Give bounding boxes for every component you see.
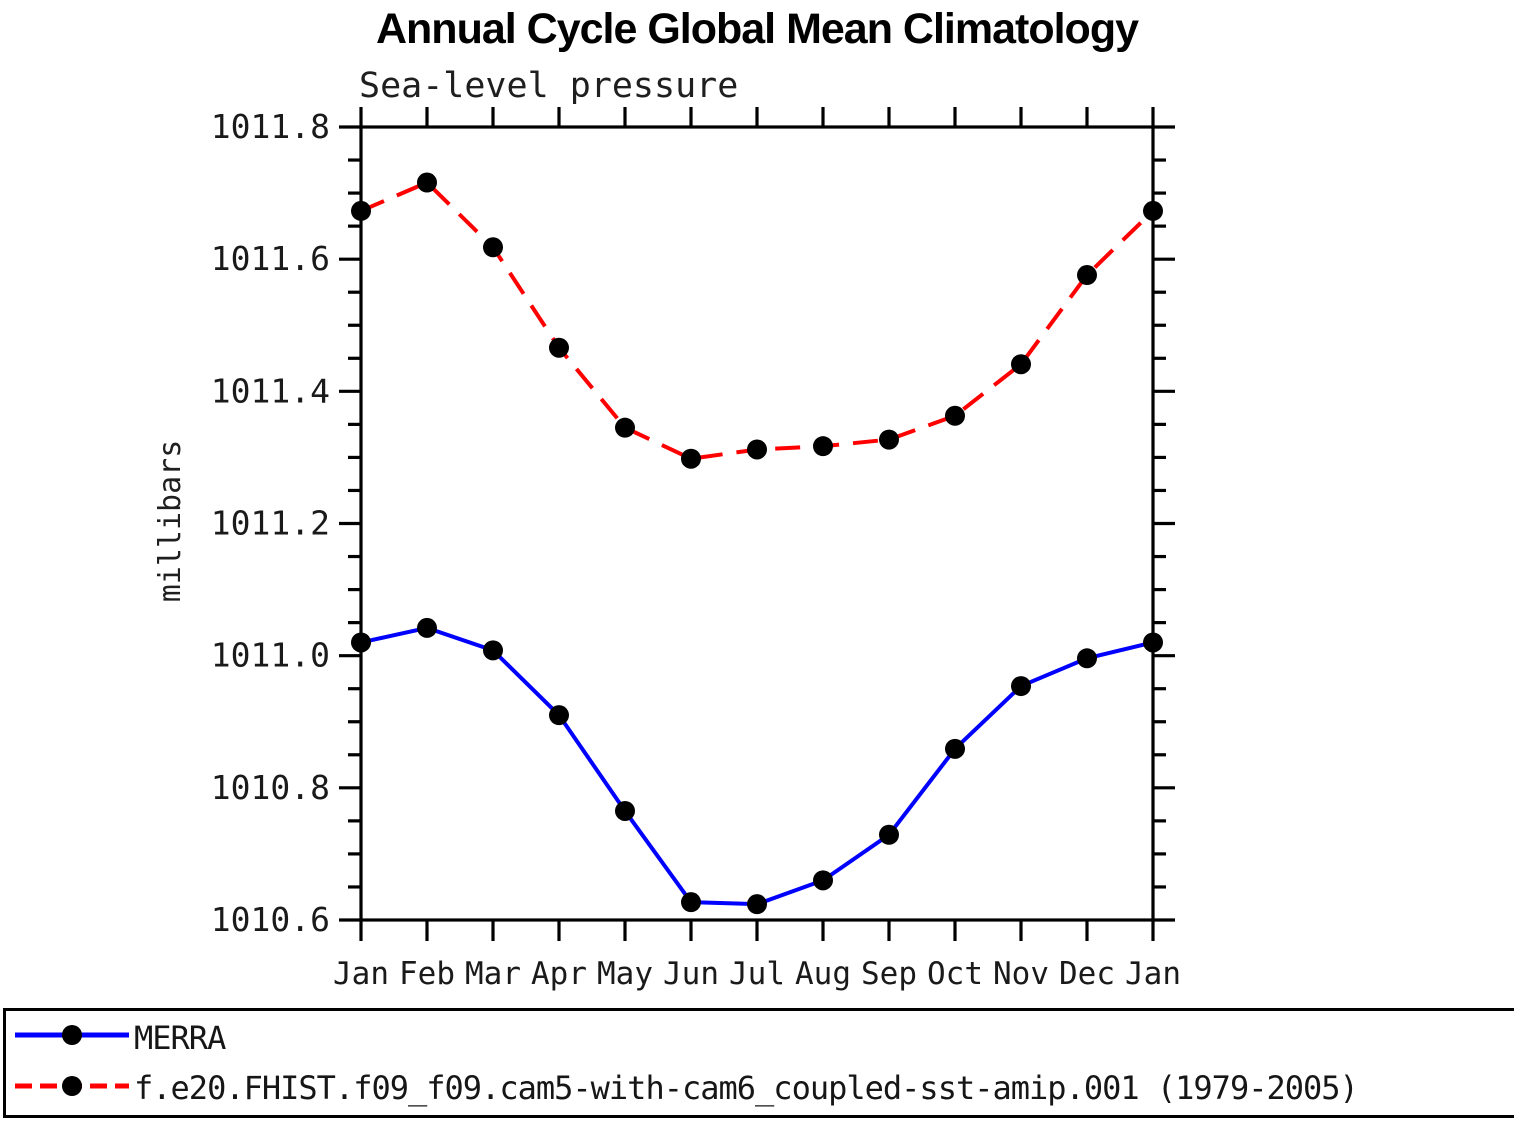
data-point-marker <box>879 429 899 450</box>
legend-swatch-svg <box>15 1025 129 1046</box>
legend: MERRA f.e20.FHIST.f09_f09.cam5-with-cam6… <box>3 1008 1514 1118</box>
data-point-marker <box>681 448 701 469</box>
y-tick-label: 1011.8 <box>211 107 330 146</box>
x-tick-label: Mar <box>465 956 521 992</box>
chart-title: Annual Cycle Global Mean Climatology <box>375 5 1139 53</box>
data-point-marker <box>879 824 899 845</box>
data-point-marker <box>1077 265 1097 286</box>
legend-swatch-svg <box>15 1075 129 1096</box>
series-line-merra <box>360 625 1154 907</box>
data-point-marker <box>615 800 635 821</box>
x-tick-label: Sep <box>861 956 917 992</box>
chart-subtitle: Sea-level pressure <box>359 66 739 106</box>
data-point-marker <box>351 632 371 653</box>
data-point-marker <box>417 172 437 193</box>
data-point-marker <box>945 738 965 759</box>
data-point-marker <box>417 617 437 638</box>
data-point-marker <box>813 870 833 891</box>
data-point-marker <box>747 439 767 460</box>
legend-item-model: f.e20.FHIST.f09_f09.cam5-with-cam6_coupl… <box>13 1064 1514 1112</box>
legend-label-merra: MERRA <box>134 1018 226 1057</box>
plot-area: 1010.6 1010.8 1011.0 1011.2 1011.4 1011.6 1011… <box>211 107 1181 992</box>
data-point-marker <box>483 237 503 258</box>
data-point-marker <box>615 417 635 438</box>
x-tick-label: Jun <box>663 956 719 992</box>
data-point-marker <box>549 705 569 726</box>
data-point-marker <box>1077 648 1097 669</box>
legend-item-merra: MERRA <box>13 1014 1514 1062</box>
data-point-marker <box>351 200 371 221</box>
legend-line-swatch-merra <box>13 1021 131 1054</box>
y-tick-label: 1011.0 <box>211 636 330 675</box>
legend-line-swatch-model <box>13 1072 131 1105</box>
y-tick-label: 1010.6 <box>211 900 330 939</box>
data-point-marker <box>549 337 569 358</box>
data-point-marker <box>681 892 701 913</box>
x-tick-label: Oct <box>927 956 983 992</box>
x-tick-label: Feb <box>399 956 455 992</box>
x-tick-label: Nov <box>993 956 1049 992</box>
plot-box <box>359 125 1155 922</box>
legend-label-model: f.e20.FHIST.f09_f09.cam5-with-cam6_coupl… <box>134 1069 1359 1108</box>
x-tick-label: Jan <box>333 956 389 992</box>
data-point-marker <box>1143 200 1163 221</box>
x-tick-label: Dec <box>1059 956 1115 992</box>
x-tick-label: Aug <box>795 956 851 992</box>
series-line-model <box>360 180 1155 461</box>
x-tick-label: Jul <box>729 956 785 992</box>
x-tick-label: May <box>597 956 653 992</box>
y-tick-label: 1011.4 <box>211 371 330 410</box>
y-tick-label: 1010.8 <box>211 768 330 807</box>
data-point-marker <box>1143 632 1163 653</box>
y-tick-label: 1011.2 <box>211 504 330 543</box>
data-point-marker <box>1011 676 1031 697</box>
data-point-marker <box>1011 354 1031 375</box>
data-point-marker <box>747 894 767 915</box>
data-point-marker <box>483 640 503 661</box>
x-tick-label: Apr <box>531 956 587 992</box>
x-tick-label: Jan <box>1125 956 1181 992</box>
data-point-marker <box>813 436 833 457</box>
data-point-marker <box>945 405 965 426</box>
y-tick-label: 1011.6 <box>211 239 330 278</box>
